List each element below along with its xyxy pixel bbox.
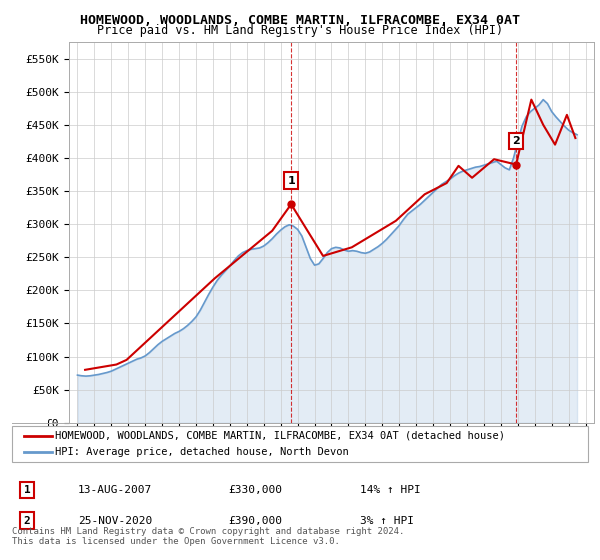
Text: 2: 2 [23, 516, 31, 526]
Text: 1: 1 [23, 485, 31, 495]
Text: HPI: Average price, detached house, North Devon: HPI: Average price, detached house, Nort… [55, 447, 349, 457]
Text: 25-NOV-2020: 25-NOV-2020 [78, 516, 152, 526]
Text: Contains HM Land Registry data © Crown copyright and database right 2024.
This d: Contains HM Land Registry data © Crown c… [12, 526, 404, 546]
Text: 3% ↑ HPI: 3% ↑ HPI [360, 516, 414, 526]
Text: HOMEWOOD, WOODLANDS, COMBE MARTIN, ILFRACOMBE, EX34 0AT: HOMEWOOD, WOODLANDS, COMBE MARTIN, ILFRA… [80, 14, 520, 27]
Text: Price paid vs. HM Land Registry's House Price Index (HPI): Price paid vs. HM Land Registry's House … [97, 24, 503, 36]
Text: 14% ↑ HPI: 14% ↑ HPI [360, 485, 421, 495]
Text: 13-AUG-2007: 13-AUG-2007 [78, 485, 152, 495]
Text: 1: 1 [287, 176, 295, 186]
FancyBboxPatch shape [12, 426, 588, 462]
Text: £330,000: £330,000 [228, 485, 282, 495]
Text: £390,000: £390,000 [228, 516, 282, 526]
Text: HOMEWOOD, WOODLANDS, COMBE MARTIN, ILFRACOMBE, EX34 0AT (detached house): HOMEWOOD, WOODLANDS, COMBE MARTIN, ILFRA… [55, 431, 505, 441]
Text: 2: 2 [512, 136, 520, 146]
